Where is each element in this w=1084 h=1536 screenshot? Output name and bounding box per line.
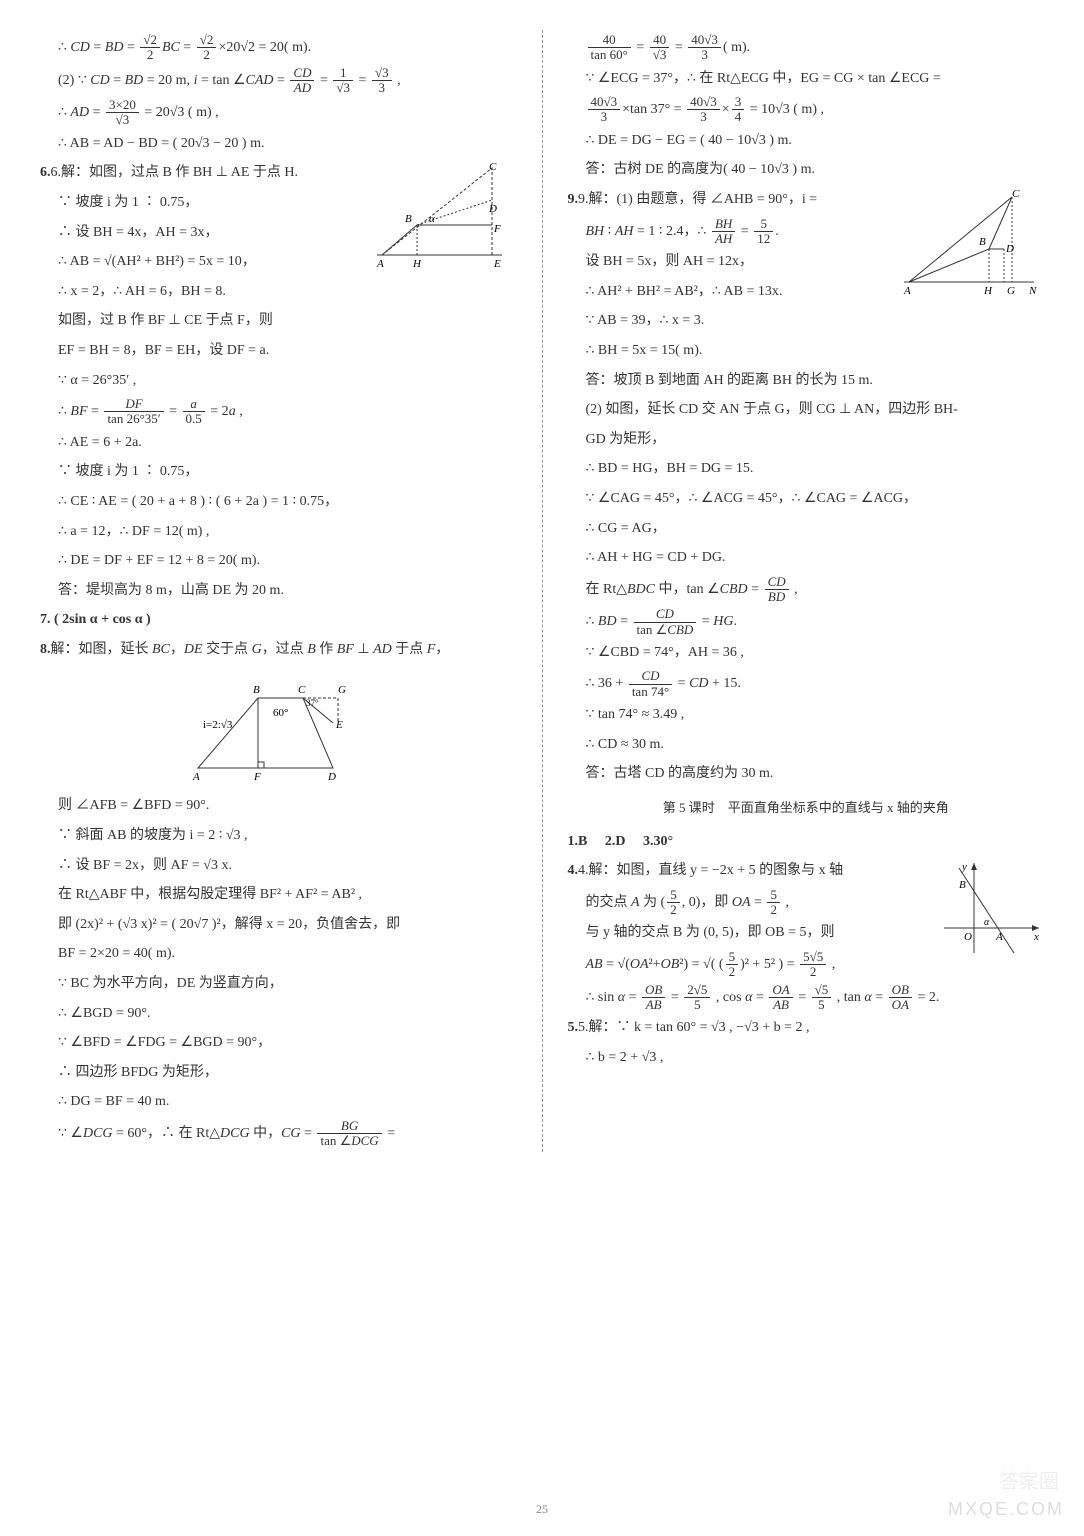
text: 40tan 60° = 40√3 = 40√33( m).: [568, 33, 1045, 63]
svg-text:x: x: [1033, 931, 1039, 943]
answers-row: 1.B 2.D 3.30°: [568, 829, 1045, 856]
text: ∴ DE = DG − EG = ( 40 − 10√3 ) m.: [568, 128, 1045, 155]
svg-text:i=2:√3: i=2:√3: [203, 719, 233, 731]
text: ∴ DG = BF = 40 m.: [40, 1089, 517, 1116]
text: ∵ tan 74° ≈ 3.49 ,: [568, 702, 1045, 729]
text: ∴ CE ∶ AE = ( 20 + a + 8 ) ∶ ( 6 + 2a ) …: [40, 489, 517, 516]
problem-5: 5.5.解：∵ k = tan 60° = √3 , −√3 + b = 2 ,: [568, 1015, 1045, 1042]
text: 答：古树 DE 的高度为( 40 − 10√3 ) m.: [568, 157, 1045, 184]
text: (2) ∵ CD = BD = 20 m, i = tan ∠CAD = CDA…: [40, 66, 517, 96]
text: ∴ sin α = OBAB = 2√55 , cos α = OAAB = √…: [568, 983, 1045, 1013]
svg-text:H: H: [983, 285, 993, 297]
svg-text:D: D: [1005, 243, 1014, 255]
text: 在 Rt△BDC 中，tan ∠CBD = CDBD ,: [568, 575, 1045, 605]
text: ∴ CG = AG，: [568, 516, 1045, 543]
svg-text:E: E: [493, 258, 501, 270]
svg-text:D: D: [327, 771, 336, 783]
diagram-9: A H G N B D C: [894, 187, 1044, 297]
text: ∵ ∠ECG = 37°，∴ 在 Rt△ECG 中，EG = CG × tan …: [568, 66, 1045, 93]
section-title: 第 5 课时 平面直角坐标系中的直线与 x 轴的夹角: [568, 796, 1045, 821]
text: ∴ AB = AD − BD = ( 20√3 − 20 ) m.: [40, 131, 517, 158]
text: ∴ BF = DFtan 26°35′ = a0.5 = 2a ,: [40, 397, 517, 427]
text: ∴ BH = 5x = 15( m).: [568, 338, 1045, 365]
text: ∴ b = 2 + √3 ,: [568, 1045, 1045, 1072]
text: ∵ 坡度 i 为 1 ∶ 0.75，: [40, 459, 517, 486]
text: 答：坡顶 B 到地面 AH 的距离 BH 的长为 15 m.: [568, 368, 1045, 395]
svg-text:α: α: [984, 917, 990, 928]
text: ∴ AE = 6 + 2a.: [40, 430, 517, 457]
text: 如图，过 B 作 BF ⊥ CE 于点 F，则: [40, 308, 517, 335]
svg-text:y: y: [961, 861, 967, 873]
svg-text:B: B: [979, 236, 986, 248]
text: ∴ DE = DF + EF = 12 + 8 = 20( m).: [40, 548, 517, 575]
svg-text:A: A: [192, 771, 200, 783]
text: 则 ∠AFB = ∠BFD = 90°.: [40, 793, 517, 820]
text: 在 Rt△ABF 中，根据勾股定理得 BF² + AF² = AB² ,: [40, 882, 517, 909]
diagram-4: x y O A B α: [934, 858, 1044, 958]
svg-text:A: A: [376, 258, 384, 270]
svg-text:B: B: [253, 684, 260, 696]
text: ∴ BD = CDtan ∠CBD = HG.: [568, 607, 1045, 637]
text: ∵ ∠CAG = 45°，∴ ∠ACG = 45°，∴ ∠CAG = ∠ACG，: [568, 486, 1045, 513]
text: ∴ CD ≈ 30 m.: [568, 732, 1045, 759]
svg-text:37°: 37°: [306, 698, 319, 708]
text: ∴ 四边形 BFDG 为矩形，: [40, 1060, 517, 1087]
text: ∵ BC 为水平方向，DE 为竖直方向，: [40, 971, 517, 998]
svg-text:B: B: [959, 879, 966, 891]
text: 答：古塔 CD 的高度约为 30 m.: [568, 761, 1045, 788]
text: 答：堤坝高为 8 m，山高 DE 为 20 m.: [40, 578, 517, 605]
text: 即 (2x)² + (√3 x)² = ( 20√7 )²，解得 x = 20，…: [40, 912, 517, 939]
svg-text:G: G: [1007, 285, 1015, 297]
answer-1: 1.B: [568, 834, 588, 849]
svg-text:α: α: [429, 213, 435, 225]
text: ∴ x = 2，∴ AH = 6，BH = 8.: [40, 279, 517, 306]
text: ∴ 设 BF = 2x，则 AF = √3 x.: [40, 853, 517, 880]
text: ∴ BD = HG，BH = DG = 15.: [568, 456, 1045, 483]
svg-text:H: H: [412, 258, 422, 270]
left-column: ∴ CD = BD = √22BC = √22×20√2 = 20( m). (…: [40, 30, 517, 1152]
right-column: 40tan 60° = 40√3 = 40√33( m). ∵ ∠ECG = 3…: [568, 30, 1045, 1152]
text: BF = 2×20 = 40( m).: [40, 941, 517, 968]
page-number: 25: [536, 1498, 548, 1521]
text: ∵ ∠DCG = 60°，∴ 在 Rt△DCG 中，CG = BGtan ∠DC…: [40, 1119, 517, 1149]
problem-8-head: 8.解：如图，延长 BC，DE 交于点 G，过点 B 作 BF ⊥ AD 于点 …: [40, 637, 517, 664]
svg-text:C: C: [1012, 188, 1020, 200]
svg-text:O: O: [964, 931, 972, 943]
text: ∵ ∠CBD = 74°，AH = 36 ,: [568, 640, 1045, 667]
svg-text:C: C: [298, 684, 306, 696]
text: ∴ AH + HG = CD + DG.: [568, 545, 1045, 572]
text: ∵ ∠BFD = ∠FDG = ∠BGD = 90°，: [40, 1030, 517, 1057]
svg-text:C: C: [489, 161, 497, 173]
problem-7: 7. ( 2sin α + cos α ): [40, 607, 517, 634]
text: GD 为矩形，: [568, 427, 1045, 454]
text: ∴ ∠BGD = 90°.: [40, 1001, 517, 1028]
text: ∴ a = 12，∴ DF = 12( m) ,: [40, 519, 517, 546]
text: ∵ α = 26°35′ ,: [40, 368, 517, 395]
svg-text:E: E: [335, 719, 343, 731]
svg-text:F: F: [493, 223, 501, 235]
svg-text:B: B: [405, 213, 412, 225]
svg-text:D: D: [488, 203, 497, 215]
text: ∴ CD = BD = √22BC = √22×20√2 = 20( m).: [40, 33, 517, 63]
text: ∵ 斜面 AB 的坡度为 i = 2 ∶ √3 ,: [40, 823, 517, 850]
text: ∴ AD = 3×20√3 = 20√3 ( m) ,: [40, 98, 517, 128]
svg-text:N: N: [1028, 285, 1037, 297]
text: 7. ( 2sin α + cos α ): [40, 612, 151, 627]
diagram-6: A H B D C E Fα: [367, 160, 517, 270]
svg-text:60°: 60°: [273, 707, 288, 719]
svg-text:A: A: [995, 931, 1003, 943]
svg-text:A: A: [903, 285, 911, 297]
diagram-8: A F D B C G E 60° 37° i=2:√3: [178, 668, 378, 788]
text: (2) 如图，延长 CD 交 AN 于点 G，则 CG ⊥ AN，四边形 BH-: [568, 397, 1045, 424]
answer-3: 3.30°: [643, 834, 673, 849]
svg-text:F: F: [253, 771, 261, 783]
text: ∵ AB = 39，∴ x = 3.: [568, 308, 1045, 335]
text: 40√33×tan 37° = 40√33×34 = 10√3 ( m) ,: [568, 95, 1045, 125]
svg-text:G: G: [338, 684, 346, 696]
text: EF = BH = 8，BF = EH，设 DF = a.: [40, 338, 517, 365]
answer-2: 2.D: [605, 834, 626, 849]
text: ∴ 36 + CDtan 74° = CD + 15.: [568, 669, 1045, 699]
watermark-url: MXQE.COM: [948, 1492, 1064, 1526]
column-divider: [542, 30, 543, 1152]
